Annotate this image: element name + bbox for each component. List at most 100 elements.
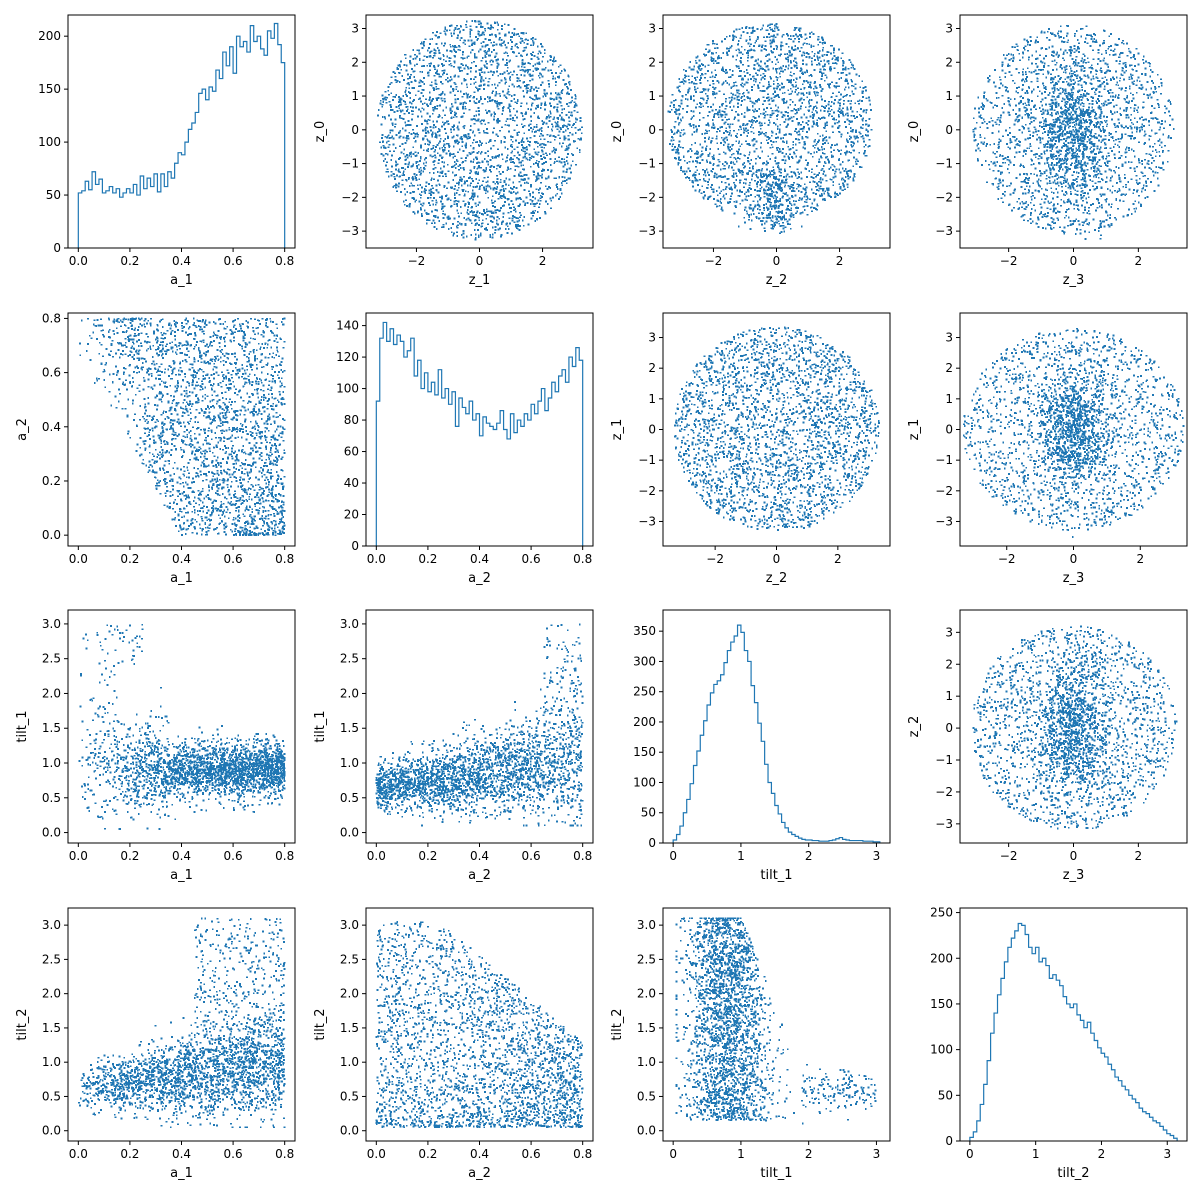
scatter-point <box>549 115 552 118</box>
scatter-point <box>450 103 453 105</box>
scatter-point <box>757 155 760 158</box>
scatter-point <box>432 126 435 129</box>
scatter-point <box>770 77 772 80</box>
scatter-point <box>760 60 762 63</box>
scatter-point <box>737 157 739 159</box>
scatter-point <box>421 88 424 91</box>
scatter-point <box>557 134 560 137</box>
scatter-point <box>420 92 423 95</box>
scatter-point <box>474 215 477 218</box>
scatter-point <box>699 79 701 81</box>
scatter-point <box>498 81 501 84</box>
scatter-point <box>409 76 411 78</box>
scatter-point <box>518 174 520 177</box>
scatter-point <box>411 165 414 167</box>
scatter-point <box>408 154 411 157</box>
scatter-point <box>494 226 497 228</box>
scatter-point <box>762 162 764 165</box>
scatter-point <box>469 169 472 172</box>
scatter-point <box>818 50 821 52</box>
scatter-point <box>756 62 759 65</box>
scatter-point <box>450 85 452 88</box>
scatter-point <box>447 198 450 201</box>
scatter-point <box>529 194 532 197</box>
scatter-point <box>714 60 717 62</box>
scatter-point <box>509 114 512 117</box>
scatter-point <box>380 123 383 126</box>
scatter-point <box>516 73 518 76</box>
scatter-point <box>441 207 444 209</box>
scatter-point <box>529 192 531 195</box>
scatter-point <box>771 39 774 42</box>
scatter-point <box>756 182 758 185</box>
scatter-point <box>487 80 490 83</box>
scatter-point <box>722 102 724 105</box>
scatter-point <box>523 118 526 120</box>
scatter-point <box>424 129 427 132</box>
scatter-point <box>714 203 717 206</box>
scatter-point <box>510 135 512 138</box>
scatter-point <box>759 184 762 186</box>
scatter-point <box>524 70 526 73</box>
scatter-point <box>533 171 535 173</box>
scatter-point <box>385 141 388 144</box>
scatter-point <box>771 215 774 217</box>
scatter-point <box>560 182 563 184</box>
scatter-point <box>727 143 730 146</box>
scatter-point <box>465 218 468 221</box>
scatter-point <box>756 74 759 76</box>
scatter-point <box>429 65 432 67</box>
scatter-point <box>792 79 795 81</box>
scatter-point <box>868 118 871 120</box>
scatter-point <box>573 101 576 104</box>
scatter-point <box>464 159 467 162</box>
scatter-point <box>768 192 771 195</box>
scatter-point <box>802 59 804 62</box>
scatter-point <box>480 67 483 70</box>
scatter-point <box>500 197 503 200</box>
scatter-point <box>867 145 870 148</box>
scatter-point <box>750 178 753 181</box>
scatter-point <box>838 115 840 118</box>
scatter-point <box>436 47 439 49</box>
scatter-point <box>478 20 481 23</box>
scatter-point <box>497 135 499 138</box>
scatter-point <box>857 160 859 163</box>
scatter-point <box>473 53 476 55</box>
scatter-point <box>531 98 534 100</box>
scatter-point <box>403 64 406 66</box>
scatter-point <box>794 81 797 84</box>
scatter-point <box>715 92 718 95</box>
scatter-point <box>775 87 778 90</box>
scatter-point <box>549 164 552 166</box>
scatter-point <box>839 187 842 190</box>
scatter-point <box>734 116 736 119</box>
scatter-point <box>404 168 407 171</box>
scatter-point <box>855 131 857 133</box>
scatter-point <box>482 130 485 132</box>
scatter-point <box>471 44 473 46</box>
scatter-point <box>440 97 443 100</box>
scatter-point <box>679 105 682 108</box>
scatter-point <box>394 125 396 128</box>
scatter-point <box>862 123 864 126</box>
scatter-point <box>748 35 751 38</box>
scatter-point <box>518 52 520 55</box>
scatter-point <box>484 51 487 54</box>
scatter-point <box>776 115 778 117</box>
scatter-point <box>702 105 705 108</box>
scatter-point <box>725 136 728 139</box>
scatter-point <box>522 50 525 52</box>
scatter-point <box>445 195 447 197</box>
scatter-point <box>509 207 511 209</box>
scatter-point <box>548 153 551 155</box>
scatter-point <box>557 92 560 95</box>
scatter-point <box>507 168 510 171</box>
scatter-point <box>527 83 530 86</box>
scatter-point <box>529 73 531 76</box>
scatter-point <box>773 171 776 174</box>
scatter-point <box>816 119 819 122</box>
scatter-point <box>568 116 570 119</box>
scatter-point <box>727 147 730 150</box>
scatter-point <box>496 174 498 177</box>
